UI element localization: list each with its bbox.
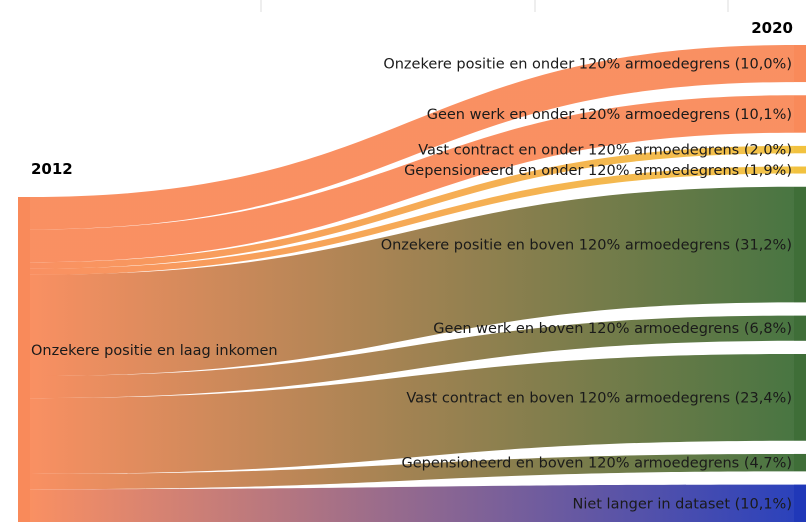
target-node [794, 315, 806, 341]
target-node-label: Geen werk en onder 120% armoedegrens (10… [427, 107, 792, 123]
target-node-label: Vast contract en onder 120% armoedegrens… [418, 143, 792, 159]
flow-link [30, 315, 794, 399]
target-node-label: Vast contract en boven 120% armoedegrens… [406, 390, 792, 406]
flow-link [30, 354, 794, 474]
source-node [18, 197, 30, 522]
target-node [794, 354, 806, 441]
target-node [794, 95, 806, 133]
target-node-label: Gepensioneerd en boven 120% armoedegrens… [401, 456, 792, 472]
source-node-label: Onzekere positie en laag inkomen [31, 343, 278, 359]
flow-link [30, 453, 794, 490]
target-node-label: Geen werk en boven 120% armoedegrens (6,… [433, 321, 792, 337]
flow-link [30, 166, 794, 275]
target-node [794, 484, 806, 522]
target-node [794, 45, 806, 83]
flow-link [30, 95, 794, 263]
target-node-label: Onzekere positie en boven 120% armoedegr… [381, 238, 792, 254]
source-year-label: 2012 [31, 160, 73, 178]
flow-link [30, 145, 794, 269]
target-node-label: Niet langer in dataset (10,1%) [572, 496, 792, 512]
flow-links [30, 45, 794, 522]
target-node [794, 145, 806, 154]
target-node [794, 166, 806, 174]
target-node-label: Gepensioneerd en onder 120% armoedegrens… [404, 163, 792, 179]
flow-link [30, 186, 794, 377]
nodes [18, 45, 806, 522]
target-node [794, 186, 806, 303]
labels: Onzekere positie en onder 120% armoedegr… [31, 57, 792, 513]
target-node-label: Onzekere positie en onder 120% armoedegr… [383, 57, 792, 73]
flow-link [30, 484, 794, 522]
flow-link [30, 45, 794, 230]
target-year-label: 2020 [751, 19, 793, 37]
gridlines [260, 0, 729, 12]
target-node [794, 453, 806, 472]
